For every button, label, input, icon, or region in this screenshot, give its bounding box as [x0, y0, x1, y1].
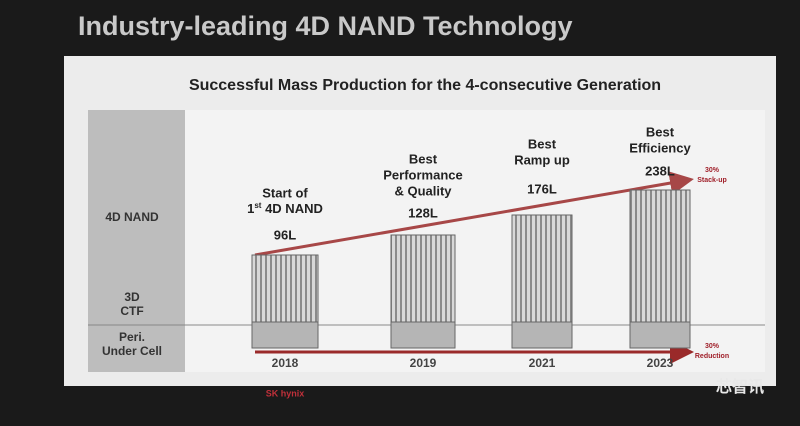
row-label: Peri.	[119, 330, 145, 344]
column-description: Best	[528, 136, 557, 151]
text-part: 4D NAND	[261, 201, 322, 216]
year: 2018	[272, 356, 299, 370]
row-label: CTF	[120, 304, 143, 318]
text-part: 1	[247, 201, 254, 216]
column-description: Start of	[262, 185, 308, 200]
layer-count: 128L	[408, 205, 438, 220]
column-description: 1st 4D NAND	[247, 201, 323, 216]
row-label: 4D NAND	[105, 210, 159, 224]
column-description: Efficiency	[629, 140, 691, 155]
annotation: Reduction	[695, 353, 729, 360]
layer-count: 176L	[527, 181, 557, 196]
column-description: Ramp up	[514, 152, 570, 167]
row-label: 3D	[124, 290, 140, 304]
row-label: Under Cell	[102, 344, 162, 358]
layer-count: 96L	[274, 227, 296, 242]
chip-base	[629, 321, 691, 349]
chip-base	[390, 321, 456, 349]
column-description: Best	[409, 151, 438, 166]
stackup-arrow	[254, 171, 694, 257]
chip-base	[511, 321, 573, 349]
row-header-band	[88, 110, 185, 372]
chip-base	[251, 321, 319, 349]
annotation: Stack-up	[697, 177, 727, 184]
annotation: 30%	[705, 167, 720, 174]
year: 2019	[410, 356, 437, 370]
headline: Industry-leading 4D NAND Technology	[78, 11, 573, 41]
subtitle: Successful Mass Production for the 4-con…	[189, 77, 661, 94]
year: 2023	[647, 356, 674, 370]
watermark: 芯智讯	[716, 377, 764, 396]
column-description: Performance	[383, 167, 462, 182]
annotation: 30%	[705, 343, 720, 350]
superscript: st	[254, 201, 261, 210]
column-description: & Quality	[394, 183, 452, 198]
logo: SK hynix	[266, 388, 305, 398]
layer-count: 238L	[645, 163, 675, 178]
column-description: Best	[646, 124, 675, 139]
year: 2021	[529, 356, 556, 370]
